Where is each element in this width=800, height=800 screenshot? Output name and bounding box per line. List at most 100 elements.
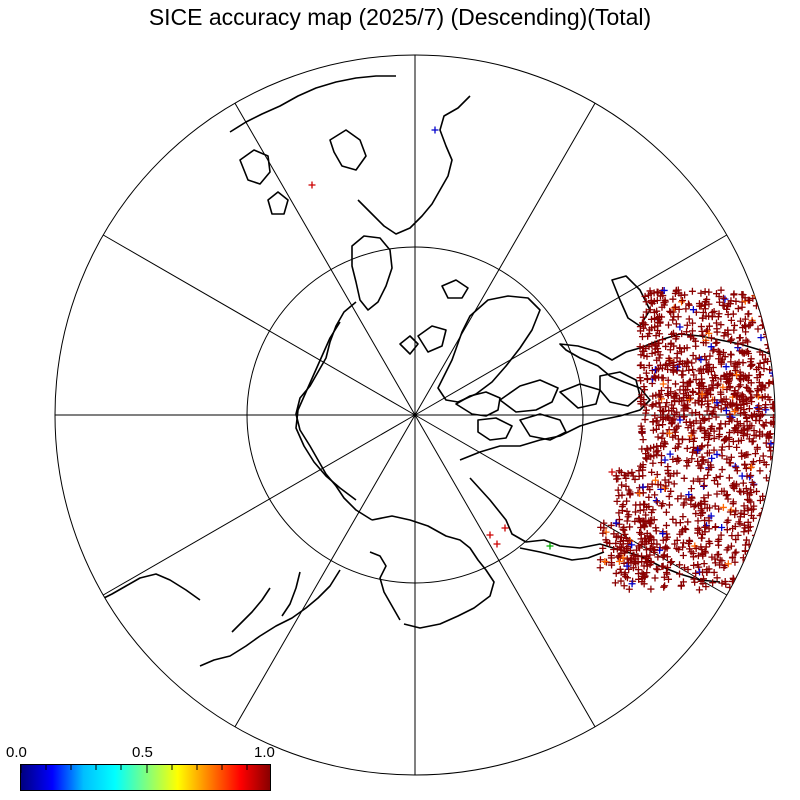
accuracy-marker	[665, 492, 673, 500]
accuracy-marker	[749, 437, 757, 445]
accuracy-marker	[731, 367, 739, 375]
accuracy-marker	[724, 495, 732, 503]
accuracy-marker	[602, 536, 610, 544]
accuracy-marker	[751, 572, 759, 580]
accuracy-marker	[769, 539, 775, 547]
accuracy-marker	[690, 371, 698, 379]
accuracy-marker	[691, 578, 699, 586]
accuracy-marker	[669, 515, 677, 523]
accuracy-marker	[748, 398, 756, 406]
accuracy-marker	[692, 510, 700, 518]
accuracy-marker	[709, 364, 717, 372]
accuracy-marker	[697, 543, 705, 551]
accuracy-marker	[694, 552, 702, 560]
accuracy-marker	[617, 550, 625, 558]
accuracy-marker	[699, 331, 707, 339]
accuracy-marker	[678, 436, 686, 444]
accuracy-marker	[699, 415, 707, 423]
accuracy-marker	[623, 507, 631, 515]
accuracy-marker	[673, 544, 681, 552]
accuracy-marker	[769, 334, 775, 342]
accuracy-marker	[660, 286, 668, 294]
accuracy-marker	[599, 529, 607, 537]
accuracy-marker	[619, 540, 627, 548]
accuracy-marker	[651, 323, 659, 331]
accuracy-marker	[682, 525, 690, 533]
accuracy-marker	[731, 462, 739, 470]
accuracy-marker	[642, 511, 650, 519]
accuracy-marker	[688, 494, 696, 502]
accuracy-marker	[654, 553, 662, 561]
aleutian-chain	[519, 547, 605, 561]
taimyr-coast	[295, 321, 357, 501]
accuracy-marker	[660, 552, 668, 560]
accuracy-marker	[724, 330, 732, 338]
accuracy-marker	[713, 450, 721, 458]
accuracy-marker	[699, 568, 707, 576]
accuracy-marker	[647, 315, 655, 323]
accuracy-marker	[743, 383, 751, 391]
accuracy-marker	[632, 555, 640, 563]
accuracy-marker	[639, 436, 647, 444]
accuracy-marker	[727, 358, 735, 366]
accuracy-marker	[699, 580, 707, 588]
accuracy-marker	[732, 482, 740, 490]
accuracy-marker	[744, 338, 752, 346]
accuracy-marker	[642, 518, 650, 526]
accuracy-marker	[748, 549, 756, 557]
accuracy-marker	[760, 359, 768, 367]
accuracy-marker	[742, 464, 750, 472]
accuracy-marker	[768, 582, 775, 590]
accuracy-marker	[678, 330, 686, 338]
accuracy-marker	[652, 476, 660, 484]
accuracy-marker	[757, 412, 765, 420]
accuracy-marker	[671, 428, 679, 436]
accuracy-marker	[708, 553, 716, 561]
accuracy-marker	[741, 322, 749, 330]
accuracy-marker	[669, 404, 677, 412]
accuracy-marker	[760, 303, 768, 311]
accuracy-marker	[620, 571, 628, 579]
accuracy-marker	[766, 328, 774, 336]
accuracy-marker	[695, 586, 703, 594]
accuracy-marker	[734, 531, 742, 539]
accuracy-marker	[717, 405, 725, 413]
accuracy-marker	[761, 295, 769, 303]
iceland	[441, 279, 469, 299]
accuracy-marker	[767, 447, 775, 455]
meridian-line	[414, 102, 596, 416]
accuracy-marker	[688, 287, 696, 295]
colorbar-tick-min: 0.0	[6, 744, 27, 761]
accuracy-marker	[676, 386, 684, 394]
accuracy-marker	[746, 557, 754, 565]
accuracy-marker	[727, 453, 735, 461]
accuracy-marker	[642, 409, 650, 417]
accuracy-marker	[689, 429, 697, 437]
accuracy-marker	[765, 509, 773, 517]
accuracy-marker	[707, 368, 715, 376]
british-isles	[239, 149, 289, 215]
accuracy-marker	[665, 478, 673, 486]
accuracy-marker	[767, 519, 775, 527]
accuracy-marker	[679, 501, 687, 509]
accuracy-marker	[723, 455, 731, 463]
accuracy-marker	[769, 579, 775, 587]
accuracy-marker	[740, 528, 748, 536]
accuracy-marker	[675, 360, 683, 368]
accuracy-marker	[712, 319, 720, 327]
accuracy-marker	[674, 443, 682, 451]
accuracy-marker	[664, 384, 672, 392]
accuracy-marker	[722, 363, 730, 371]
hudson-bay	[599, 371, 641, 407]
accuracy-marker	[715, 433, 723, 441]
accuracy-marker	[660, 301, 668, 309]
accuracy-marker	[739, 479, 747, 487]
accuracy-marker	[697, 289, 705, 297]
accuracy-marker	[722, 407, 730, 415]
accuracy-marker	[738, 303, 746, 311]
accuracy-marker	[650, 443, 658, 451]
accuracy-marker	[692, 501, 700, 509]
meridian-line	[102, 234, 416, 416]
accuracy-marker	[651, 308, 659, 316]
accuracy-marker	[771, 313, 775, 321]
